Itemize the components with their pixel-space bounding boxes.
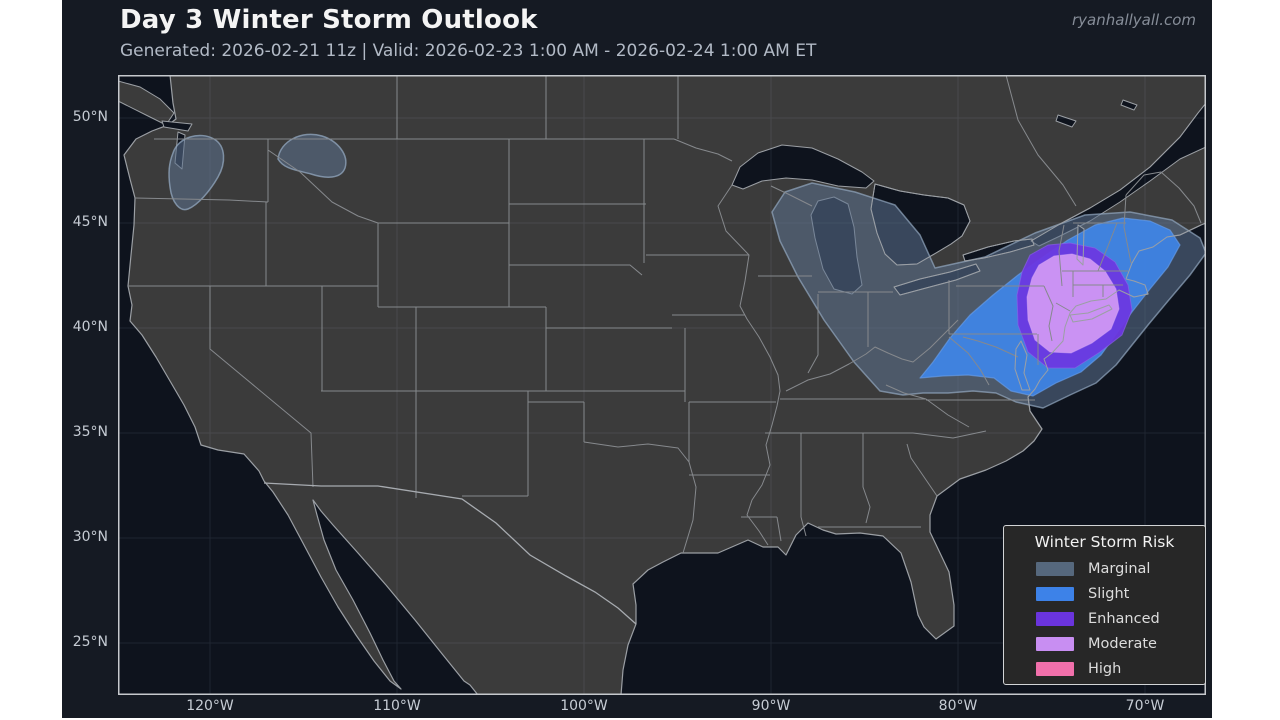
generated-valid-timestamps: Generated: 2026-02-21 11z | Valid: 2026-…: [120, 41, 817, 61]
lat-tick-25n: 25°N: [72, 634, 108, 650]
slight-swatch: [1036, 586, 1074, 601]
marginal-swatch: [1036, 561, 1074, 576]
outlook-figure: Day 3 Winter Storm Outlook Generated: 20…: [62, 0, 1212, 718]
strait-juan-de-fuca: [161, 120, 193, 132]
conus-map: [118, 75, 1206, 695]
moderate-swatch: [1036, 636, 1074, 651]
lake-superior: [731, 144, 875, 190]
lat-tick-30n: 30°N: [72, 529, 108, 545]
watermark-url: ryanhallyall.com: [1072, 11, 1196, 29]
lat-tick-35n: 35°N: [72, 424, 108, 440]
legend-label: Enhanced: [1088, 610, 1160, 627]
lon-tick-100w: 100°W: [560, 698, 608, 714]
map-frame: [118, 75, 1206, 695]
risk-area-marginal-washington: [168, 134, 225, 211]
legend-item-enhanced: Enhanced: [1014, 606, 1195, 631]
legend-item-moderate: Moderate: [1014, 631, 1195, 656]
page-title: Day 3 Winter Storm Outlook: [120, 5, 538, 35]
lon-tick-80w: 80°W: [938, 698, 978, 714]
legend-item-slight: Slight: [1014, 581, 1195, 606]
state-borders: [128, 75, 1202, 554]
lon-tick-90w: 90°W: [751, 698, 791, 714]
legend-item-marginal: Marginal: [1014, 556, 1195, 581]
lat-tick-50n: 50°N: [72, 109, 108, 125]
lat-tick-45n: 45°N: [72, 214, 108, 230]
legend-item-high: High: [1014, 656, 1195, 681]
enhanced-swatch: [1036, 611, 1074, 626]
lon-tick-110w: 110°W: [373, 698, 421, 714]
risk-legend: Winter Storm Risk Marginal Slight Enhanc…: [1003, 525, 1206, 685]
lon-tick-70w: 70°W: [1125, 698, 1165, 714]
legend-label: Moderate: [1088, 635, 1157, 652]
legend-label: High: [1088, 660, 1122, 677]
us-mexico-border: [263, 482, 637, 625]
risk-area-moderate: [1026, 253, 1120, 354]
high-swatch: [1036, 661, 1074, 676]
quebec-lakes: [1055, 99, 1138, 128]
legend-label: Marginal: [1088, 560, 1151, 577]
lake-outlines-overlay: [870, 102, 1206, 430]
legend-label: Slight: [1088, 585, 1130, 602]
lon-tick-120w: 120°W: [186, 698, 234, 714]
lat-tick-40n: 40°N: [72, 319, 108, 335]
legend-title: Winter Storm Risk: [1034, 533, 1175, 551]
